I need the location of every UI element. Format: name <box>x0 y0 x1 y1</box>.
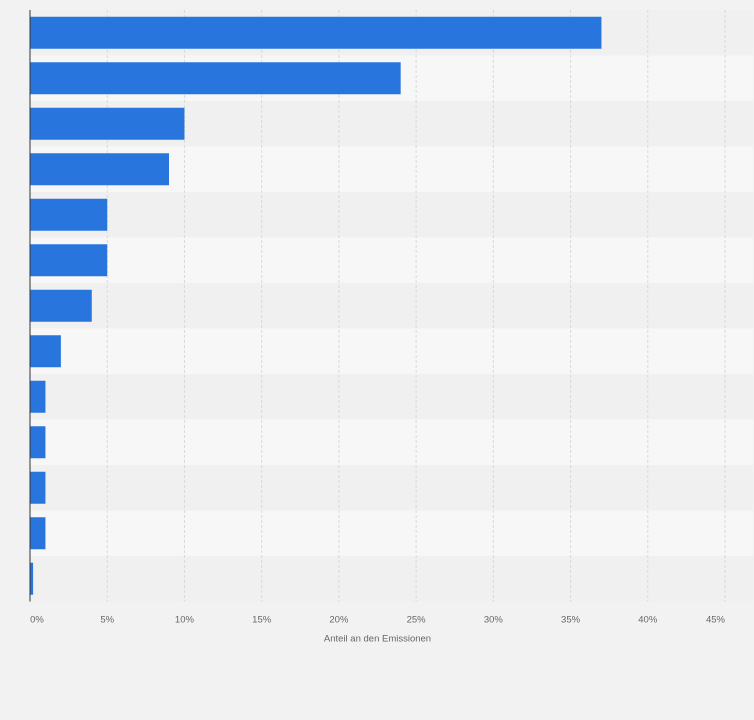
x-tick-label: 0% <box>30 615 44 626</box>
x-tick-label: 5% <box>100 615 114 626</box>
bar <box>30 289 92 322</box>
x-tick-label: 10% <box>175 615 195 626</box>
x-tick-label: 20% <box>329 615 349 626</box>
row-band <box>30 374 753 420</box>
x-tick-label: 15% <box>252 615 272 626</box>
bar <box>30 107 185 140</box>
bar <box>30 335 61 368</box>
row-band <box>30 192 753 238</box>
bar <box>30 562 34 595</box>
bar <box>30 16 602 49</box>
bar <box>30 198 108 231</box>
x-tick-label: 25% <box>407 615 427 626</box>
row-band <box>30 510 753 556</box>
x-axis-ticks: 0% 5% 10% 15% 20% 25% 30% 35% 40% 45% <box>30 615 725 626</box>
row-bands <box>30 10 753 602</box>
bar <box>30 426 46 459</box>
x-tick-label: 45% <box>706 615 726 626</box>
bar <box>30 62 401 95</box>
bar <box>30 471 46 504</box>
row-band <box>30 465 753 511</box>
bars <box>30 16 602 595</box>
x-axis-title: Anteil an den Emissionen <box>324 634 431 645</box>
row-band <box>30 237 753 283</box>
row-band <box>30 556 753 602</box>
bar <box>30 517 46 550</box>
row-band <box>30 328 753 374</box>
bar <box>30 244 108 277</box>
bar <box>30 380 46 413</box>
row-band <box>30 283 753 329</box>
gridlines <box>106 10 726 602</box>
bar <box>30 153 169 186</box>
x-tick-label: 40% <box>638 615 658 626</box>
x-tick-label: 30% <box>484 615 504 626</box>
row-band <box>30 419 753 465</box>
x-tick-label: 35% <box>561 615 581 626</box>
